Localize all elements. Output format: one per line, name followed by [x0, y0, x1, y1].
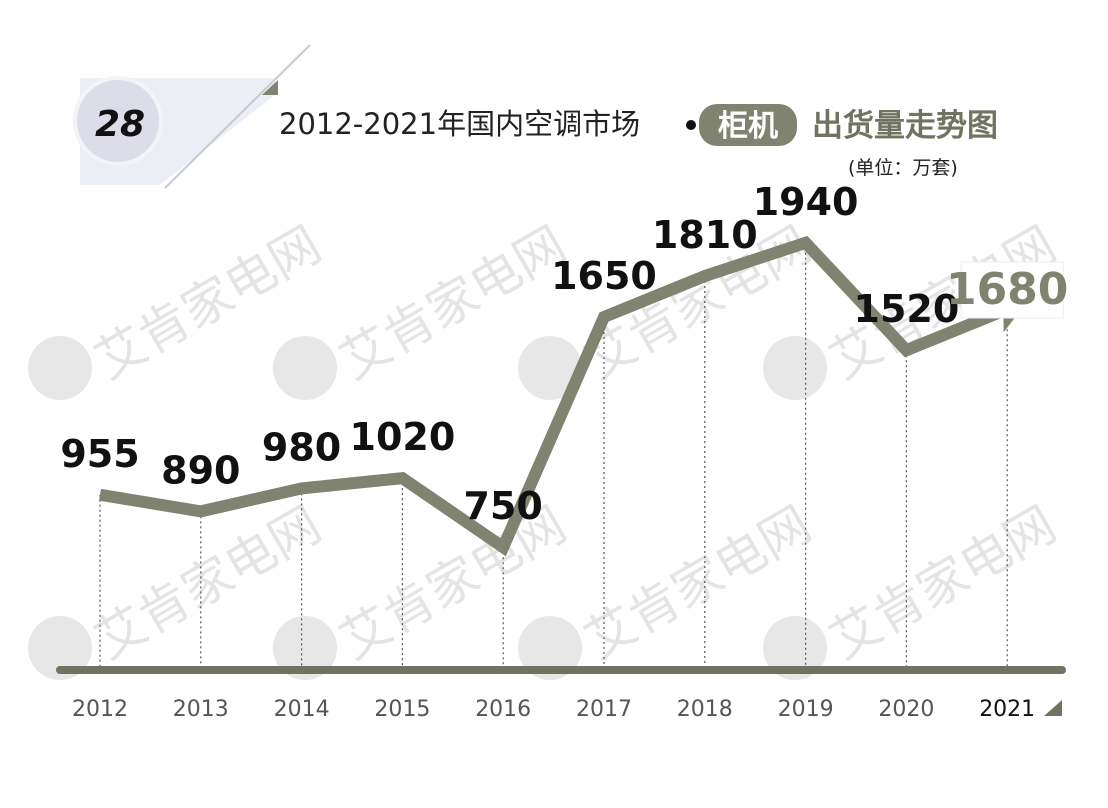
- aiken-logo-icon: [28, 616, 92, 680]
- chart-title-prefix: 2012-2021年国内空调市场: [279, 107, 640, 141]
- x-tick-label: 2017: [576, 697, 632, 722]
- data-label: 980: [262, 425, 341, 469]
- chart-unit: (单位：万套): [848, 157, 958, 179]
- x-tick-label: 2019: [778, 697, 834, 722]
- aiken-logo-icon: [518, 616, 582, 680]
- title-bullet-icon: [686, 120, 696, 130]
- data-label: 955: [60, 432, 139, 476]
- chart-title-suffix: 出货量走势图: [812, 108, 998, 144]
- vertical-guides: [99, 242, 1008, 666]
- chart-header: 28 2012-2021年国内空调市场 柜机 出货量走势图 (单位：万套): [73, 44, 998, 189]
- badge-circle: [73, 76, 163, 166]
- x-tick-label: 2013: [173, 697, 229, 722]
- data-label: 750: [464, 484, 543, 528]
- aiken-logo-icon: [518, 336, 582, 400]
- x-tick-labels: 2012 2013 2014 2015 2016 2017 2018 2019 2020 2021: [72, 697, 1035, 722]
- x-tick-label: 2014: [274, 697, 330, 722]
- x-tick-label: 2021: [979, 697, 1035, 722]
- last-value-box: [960, 261, 1064, 319]
- data-label: 890: [161, 448, 240, 492]
- data-label: 1940: [753, 180, 859, 224]
- aiken-logo-icon: [763, 336, 827, 400]
- x-tick-label: 2018: [677, 697, 733, 722]
- x-tick-label: 2020: [878, 697, 934, 722]
- aiken-logo-icon: [273, 616, 337, 680]
- data-label: 1810: [652, 213, 758, 257]
- series-line-path: [99, 235, 1001, 557]
- watermark: 艾肯家电网: [763, 495, 1066, 680]
- axis-end-triangle-icon: [1044, 700, 1062, 716]
- data-label: 1520: [854, 287, 960, 331]
- watermark-text: 艾肯家电网: [820, 495, 1066, 670]
- title-highlight-box: [699, 104, 797, 146]
- aiken-logo-icon: [763, 616, 827, 680]
- chart-title-highlight: 柜机: [718, 109, 778, 144]
- badge-number: 28: [95, 104, 145, 145]
- data-label: 1680: [946, 264, 1068, 315]
- x-tick-label: 2016: [475, 697, 531, 722]
- badge-corner-triangle: [262, 80, 278, 95]
- x-tick-label: 2012: [72, 697, 128, 722]
- aiken-logo-icon: [28, 336, 92, 400]
- data-label: 1650: [551, 254, 657, 298]
- badge-diagonal: [164, 44, 311, 189]
- aiken-logo-icon: [273, 336, 337, 400]
- x-tick-label: 2015: [374, 697, 430, 722]
- data-label: 1020: [350, 415, 456, 459]
